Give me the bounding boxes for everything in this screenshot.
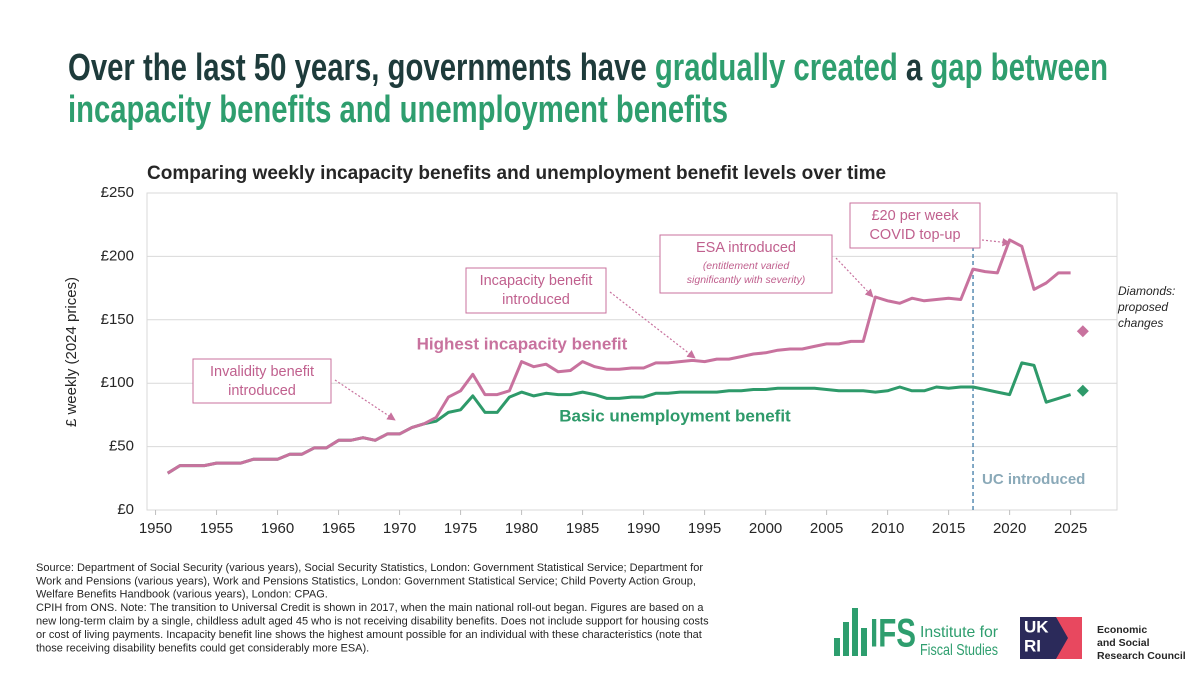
x-tick-label: 2020 — [993, 520, 1026, 537]
y-tick-label: £0 — [117, 501, 134, 518]
annotation-box — [659, 234, 833, 294]
ukri-logo-block — [1020, 617, 1082, 659]
y-tick-label: £200 — [101, 247, 134, 264]
annotation-text: introduced — [228, 383, 296, 399]
annotation-text: introduced — [502, 292, 570, 308]
annotation-text: ESA introduced — [696, 240, 796, 256]
x-tick-label: 1965 — [322, 520, 355, 537]
uc-label: UC introduced — [982, 471, 1085, 488]
x-tick-label: 2000 — [749, 520, 782, 537]
y-axis-label: £ weekly (2024 prices) — [63, 277, 80, 427]
annotation-text: Incapacity benefit — [480, 273, 593, 289]
source-note: Welfare Benefits Handbook (various years… — [36, 589, 328, 601]
title-part: gradually created — [655, 47, 898, 89]
source-note: those receiving disability benefits coul… — [36, 642, 369, 654]
title-part: incapacity benefits and unemployment ben… — [68, 89, 728, 131]
diamond-note: proposed — [1117, 300, 1168, 314]
series-line — [166, 238, 1071, 475]
diamond-note: changes — [1118, 316, 1163, 330]
annotation-box — [465, 267, 607, 314]
annotation-note: (entitlement varied — [703, 260, 791, 272]
diamond-note: Diamonds: — [1118, 284, 1175, 298]
x-tick-label: 1995 — [688, 520, 721, 537]
y-tick-label: £250 — [101, 184, 134, 201]
x-tick-label: 1970 — [383, 520, 416, 537]
annotation-note: significantly with severity) — [687, 274, 805, 286]
annotation-box — [849, 202, 981, 249]
x-tick-label: 2010 — [871, 520, 904, 537]
annotation-text: £20 per week — [871, 208, 959, 224]
chart-title: Comparing weekly incapacity benefits and… — [147, 163, 886, 184]
series-label: Highest incapacity benefit — [417, 334, 628, 353]
source-note: Work and Pensions (various years), Work … — [36, 575, 696, 587]
y-tick-label: £100 — [101, 374, 134, 391]
proposed-diamond — [1076, 325, 1089, 338]
annotation-arrow — [334, 379, 396, 421]
x-tick-label: 2015 — [932, 520, 965, 537]
title-part: a — [898, 47, 931, 89]
title-part: Over the last 50 years, governments have — [68, 47, 655, 89]
x-tick-label: 1985 — [566, 520, 599, 537]
annotation-arrow — [981, 238, 1011, 247]
series-label: Basic unemployment benefit — [559, 406, 791, 425]
ifs-name: Institute for — [920, 624, 999, 641]
ifs-logo-bars — [834, 608, 867, 656]
annotation-text: COVID top-up — [869, 227, 960, 243]
x-tick-label: 1960 — [261, 520, 294, 537]
source-note: new long-term claim by a single, childle… — [36, 616, 709, 628]
source-note: Source: Department of Social Security (v… — [36, 562, 703, 574]
x-tick-label: 2005 — [810, 520, 843, 537]
title-part: gap between — [930, 47, 1108, 89]
slide-title: incapacity benefits and unemployment ben… — [68, 89, 728, 131]
proposed-diamond — [1076, 384, 1089, 397]
annotation-arrow — [609, 291, 696, 359]
ifs-name: Fiscal Studies — [920, 642, 998, 659]
esrc-name: and Social — [1097, 637, 1150, 649]
x-tick-label: 1975 — [444, 520, 477, 537]
annotation-arrow — [835, 257, 874, 298]
x-tick-label: 2025 — [1054, 520, 1087, 537]
source-note: CPIH from ONS. Note: The transition to U… — [36, 602, 704, 614]
ukri-mark: UK — [1024, 617, 1049, 636]
x-tick-label: 1980 — [505, 520, 538, 537]
x-tick-label: 1990 — [627, 520, 660, 537]
y-tick-label: £50 — [109, 438, 134, 455]
x-tick-label: 1950 — [139, 520, 172, 537]
source-note: or cost of living payments. Incapacity b… — [36, 629, 702, 641]
ukri-mark: RI — [1024, 636, 1041, 655]
annotation-box — [192, 358, 332, 404]
annotation-text: Invalidity benefit — [210, 364, 314, 380]
esrc-name: Research Council — [1097, 650, 1186, 662]
x-tick-label: 1955 — [200, 520, 233, 537]
slide-title: Over the last 50 years, governments have… — [68, 47, 1108, 89]
ifs-mark: IFS — [870, 612, 916, 656]
esrc-name: Economic — [1097, 624, 1147, 636]
y-tick-label: £150 — [101, 311, 134, 328]
